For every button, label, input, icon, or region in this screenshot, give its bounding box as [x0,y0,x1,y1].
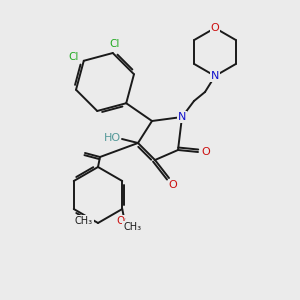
Text: HO: HO [103,133,121,143]
Text: Cl: Cl [69,52,79,62]
Text: O: O [169,180,177,190]
Text: O: O [211,23,219,33]
Text: N: N [211,71,219,81]
Text: O: O [116,216,124,226]
Text: CH₃: CH₃ [123,222,141,232]
Text: CH₃: CH₃ [75,216,93,226]
Text: N: N [178,112,186,122]
Text: Cl: Cl [110,39,120,49]
Text: O: O [202,147,210,157]
